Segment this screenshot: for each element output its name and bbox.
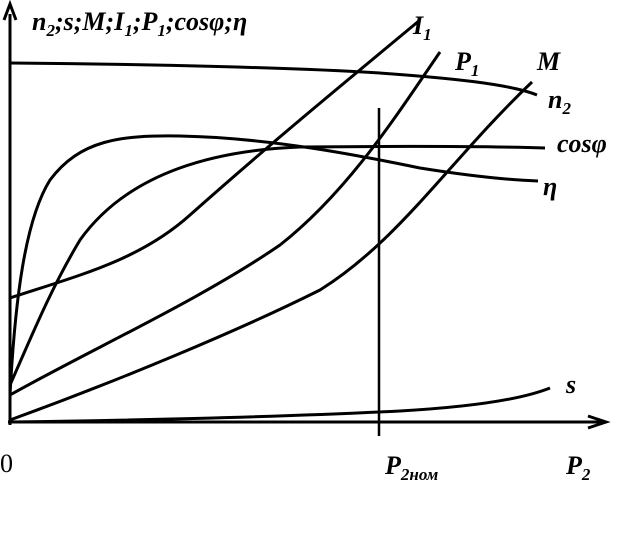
curve-eta — [8, 134, 539, 396]
curve-label: P1 — [454, 47, 479, 80]
text-part: η — [543, 172, 557, 201]
subscript: 2ном — [400, 465, 439, 484]
curve-p1 — [9, 51, 442, 397]
text-part: ;P — [133, 7, 159, 36]
subscript: 2 — [561, 99, 571, 118]
curve-s — [9, 386, 551, 424]
text-part: P — [565, 451, 583, 480]
origin-label: 0 — [0, 449, 13, 478]
text-part: n — [548, 85, 562, 114]
subscript: 1 — [471, 61, 480, 80]
curve-m — [9, 80, 534, 422]
text-part: P — [454, 47, 472, 76]
text-part: I — [412, 11, 424, 40]
text-part: M — [536, 47, 561, 76]
subscript: 2 — [581, 465, 591, 484]
text-part: P — [384, 451, 402, 480]
y-arrow — [2, 0, 18, 21]
text-part: ;cosφ;η — [166, 7, 247, 36]
x-axis-label: P2 — [565, 451, 591, 484]
curve-label: M — [536, 47, 561, 76]
curve-label: n2 — [548, 85, 571, 118]
curve-label: s — [565, 370, 576, 399]
text-part: cosφ — [557, 129, 607, 158]
nominal-label: P2ном — [384, 451, 439, 484]
text-part: n — [32, 7, 46, 36]
curve-label: I1 — [412, 11, 432, 44]
text-part: ;s;M;I — [55, 7, 125, 36]
subscript: 2 — [45, 21, 55, 40]
subscript: 1 — [157, 21, 166, 40]
curve-label: η — [543, 172, 557, 201]
y-axis-label: n2;s;M;I1;P1;cosφ;η — [32, 7, 247, 40]
curve-i1 — [9, 18, 421, 300]
curve-n2 — [9, 61, 538, 97]
subscript: 1 — [124, 21, 133, 40]
text-part: s — [565, 370, 576, 399]
curve-cosphi — [8, 144, 546, 386]
curve-label: cosφ — [557, 129, 607, 158]
subscript: 1 — [423, 25, 432, 44]
x-arrow — [587, 414, 611, 430]
